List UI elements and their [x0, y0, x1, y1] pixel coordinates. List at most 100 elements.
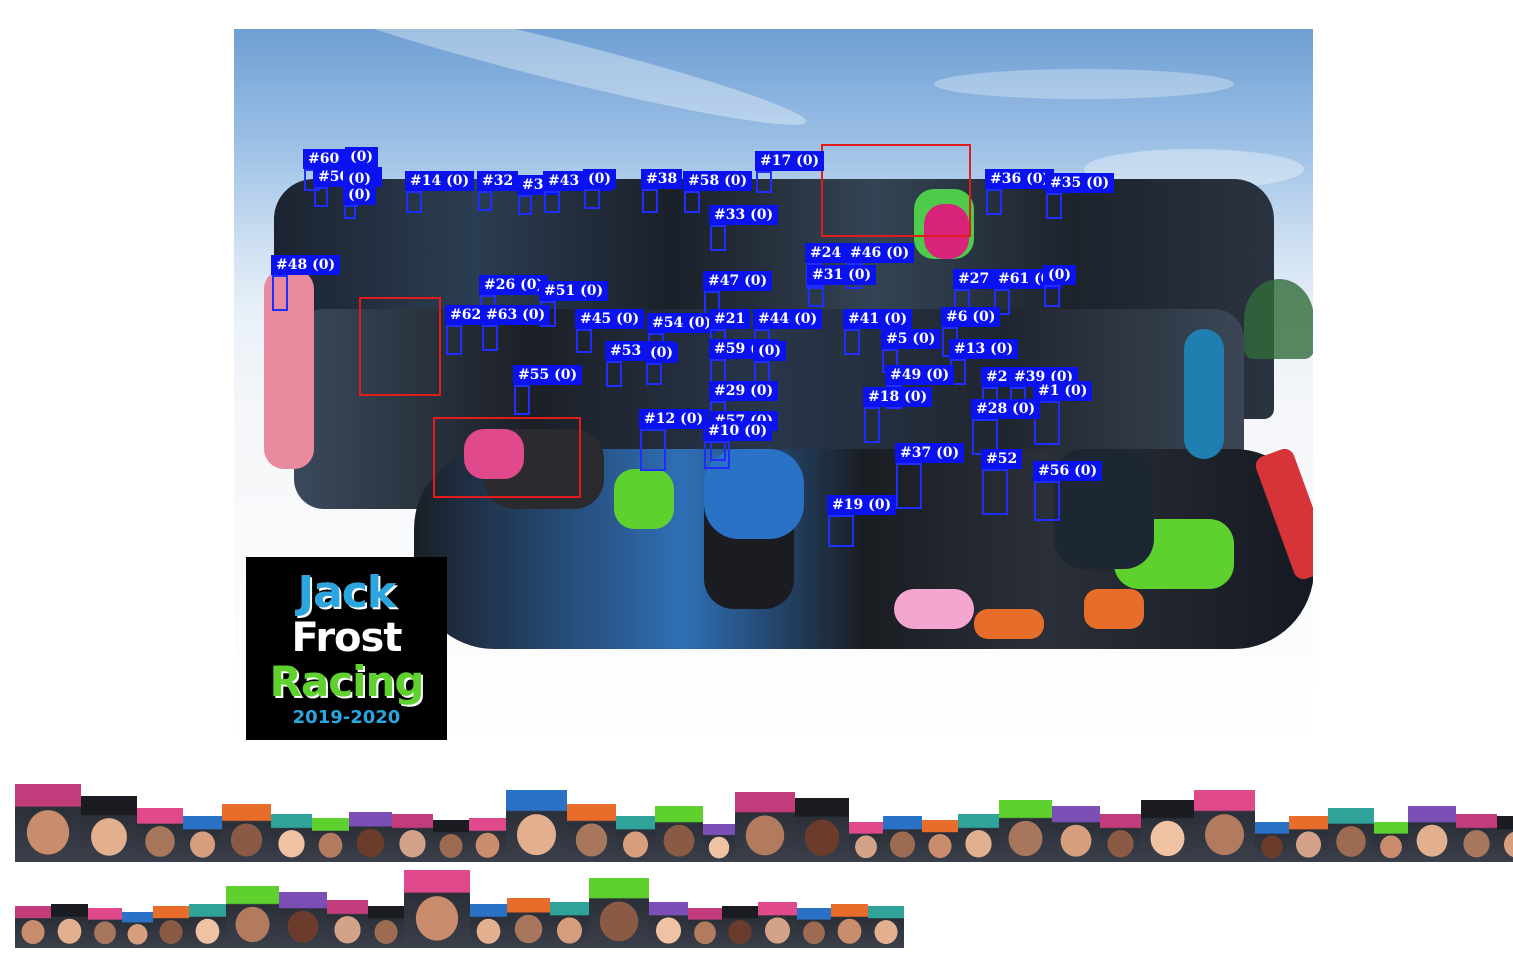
face-crop-thumbnail[interactable]: [1408, 806, 1456, 862]
face-crop-thumbnail[interactable]: [758, 902, 797, 948]
face-crop-thumbnail[interactable]: [327, 900, 368, 948]
face-crop-thumbnail[interactable]: [649, 902, 688, 948]
face-crop-thumbnail[interactable]: [392, 814, 433, 862]
face-detection-box[interactable]: #5 (0): [881, 329, 941, 373]
face-detection-box[interactable]: #29 (0): [709, 381, 779, 431]
face-crop-thumbnail[interactable]: [506, 790, 567, 862]
face-crop-thumbnail[interactable]: [688, 908, 722, 948]
logo-text-season: 2019-2020: [292, 707, 401, 728]
face-crop-thumbnail[interactable]: [1328, 808, 1374, 862]
face-crop-thumbnail[interactable]: [51, 904, 88, 948]
face-crop-thumbnail[interactable]: [312, 818, 349, 862]
face-detection-box[interactable]: #34: [517, 175, 559, 215]
face-crop-thumbnail[interactable]: [349, 812, 392, 862]
face-crop-thumbnail[interactable]: [15, 784, 81, 862]
face-detection-box[interactable]: #6 (0): [941, 307, 1001, 357]
face-detection-box[interactable]: #18 (0): [863, 387, 933, 443]
face-crop-thumbnail[interactable]: [550, 902, 589, 948]
face-crop-thumbnail[interactable]: [368, 906, 404, 948]
face-detection-box[interactable]: #51 (0): [539, 281, 609, 327]
face-detection-box[interactable]: #58 (0): [683, 171, 753, 213]
face-crop-thumbnail[interactable]: [222, 804, 271, 862]
face-detection-box[interactable]: #48 (0): [271, 255, 341, 311]
face-detection-label: #45 (0): [575, 309, 645, 329]
face-crop-thumbnail[interactable]: [999, 800, 1052, 862]
face-crop-thumbnail[interactable]: [958, 814, 999, 862]
face-detection-box[interactable]: #32: [477, 171, 519, 211]
face-crop-thumbnail[interactable]: [922, 820, 958, 862]
face-crop-thumbnail[interactable]: [1255, 822, 1289, 862]
face-crop-thumbnail[interactable]: [507, 898, 550, 948]
face-crop-thumbnail[interactable]: [655, 806, 703, 862]
face-crop-thumbnail[interactable]: [183, 816, 222, 862]
face-crop-thumbnail[interactable]: [1100, 814, 1141, 862]
face-crop-thumbnail[interactable]: [868, 906, 904, 948]
face-detection-box[interactable]: #10 (0): [703, 421, 773, 469]
face-detection-box[interactable]: #14 (0): [405, 171, 475, 213]
face-detection-box[interactable]: #59 (0): [709, 339, 779, 383]
face-crop-thumbnail[interactable]: [279, 892, 327, 948]
face-detection-box[interactable]: #24 (: [805, 243, 858, 289]
face-crop-thumbnail[interactable]: [1289, 816, 1328, 862]
face-detection-box[interactable]: #62: [445, 305, 487, 355]
face-crop-thumbnail[interactable]: [589, 878, 649, 948]
face-detection-box[interactable]: #55 (0): [513, 365, 583, 415]
face-detection-box[interactable]: #38: [641, 169, 683, 213]
face-detection-box[interactable]: #17 (0): [755, 151, 825, 193]
face-crop-thumbnail[interactable]: [81, 796, 137, 862]
face-detection-box[interactable]: (0): [1043, 265, 1076, 307]
face-crop-thumbnail[interactable]: [470, 904, 507, 948]
face-crop-thumbnail[interactable]: [469, 818, 506, 862]
face-detection-box[interactable]: #12 (0): [639, 409, 709, 471]
face-crop-thumbnail[interactable]: [153, 906, 189, 948]
face-crop-thumbnail[interactable]: [795, 798, 849, 862]
face-detection-box[interactable]: #53 (0): [605, 341, 675, 387]
face-crop-thumbnail[interactable]: [433, 820, 469, 862]
face-detection-box[interactable]: #2: [981, 367, 1013, 409]
face-detection-box[interactable]: #50 (0): [313, 167, 383, 207]
face-detection-box[interactable]: #37 (0): [895, 443, 965, 509]
face-detection-box[interactable]: #45 (0): [575, 309, 645, 353]
face-detection-box[interactable]: #35 (0): [1045, 173, 1115, 219]
face-crop-thumbnail[interactable]: [137, 808, 183, 862]
face-crop-thumbnail[interactable]: [1194, 790, 1255, 862]
face-crop-thumbnail[interactable]: [703, 824, 735, 862]
face-crop-thumbnail[interactable]: [616, 816, 655, 862]
face-detection-box[interactable]: (0): [583, 169, 616, 209]
face-crop-thumbnail[interactable]: [1456, 814, 1497, 862]
face-crop-thumbnail[interactable]: [722, 906, 758, 948]
face-detection-box[interactable]: #19 (0): [827, 495, 897, 547]
face-detection-label: #10 (0): [703, 421, 773, 441]
face-crop-thumbnail[interactable]: [831, 904, 868, 948]
face-crop-thumbnail[interactable]: [849, 822, 883, 862]
face-detection-box[interactable]: #31 (0): [807, 265, 877, 307]
face-detection-box[interactable]: #27: [953, 269, 995, 315]
face-detection-box[interactable]: #41 (0): [843, 309, 913, 355]
logo-text-racing: Racing: [269, 657, 425, 706]
face-detection-box[interactable]: #63 (0): [481, 305, 551, 351]
face-crop-thumbnail[interactable]: [404, 870, 470, 948]
face-crop-thumbnail[interactable]: [883, 816, 922, 862]
face-crop-thumbnail[interactable]: [88, 908, 122, 948]
face-detection-box[interactable]: (0): [645, 343, 678, 385]
face-crop-thumbnail[interactable]: [735, 792, 795, 862]
face-crop-thumbnail[interactable]: [271, 814, 312, 862]
face-crop-thumbnail[interactable]: [1497, 816, 1513, 862]
face-crop-thumbnail[interactable]: [1374, 822, 1408, 862]
face-crop-thumbnail[interactable]: [189, 904, 226, 948]
face-detection-box[interactable]: #33 (0): [709, 205, 779, 251]
face-crop-thumbnail[interactable]: [797, 908, 831, 948]
face-crop-thumbnail[interactable]: [226, 886, 279, 948]
face-detection-box[interactable]: #43 (0): [543, 171, 613, 213]
face-detection-box[interactable]: #52: [981, 449, 1023, 515]
face-crop-thumbnail[interactable]: [1141, 800, 1194, 862]
face-crop-thumbnail[interactable]: [15, 906, 51, 948]
face-detection-box[interactable]: #56 (0): [1033, 461, 1103, 521]
face-detection-label: (0): [343, 169, 376, 189]
face-detection-box[interactable]: (0): [343, 185, 376, 219]
face-detection-box[interactable]: #1 (0): [1033, 381, 1093, 445]
face-detection-box[interactable]: #36 (0): [985, 169, 1055, 215]
face-crop-thumbnail[interactable]: [122, 912, 153, 948]
face-crop-thumbnail[interactable]: [567, 804, 616, 862]
face-crop-thumbnail[interactable]: [1052, 806, 1100, 862]
